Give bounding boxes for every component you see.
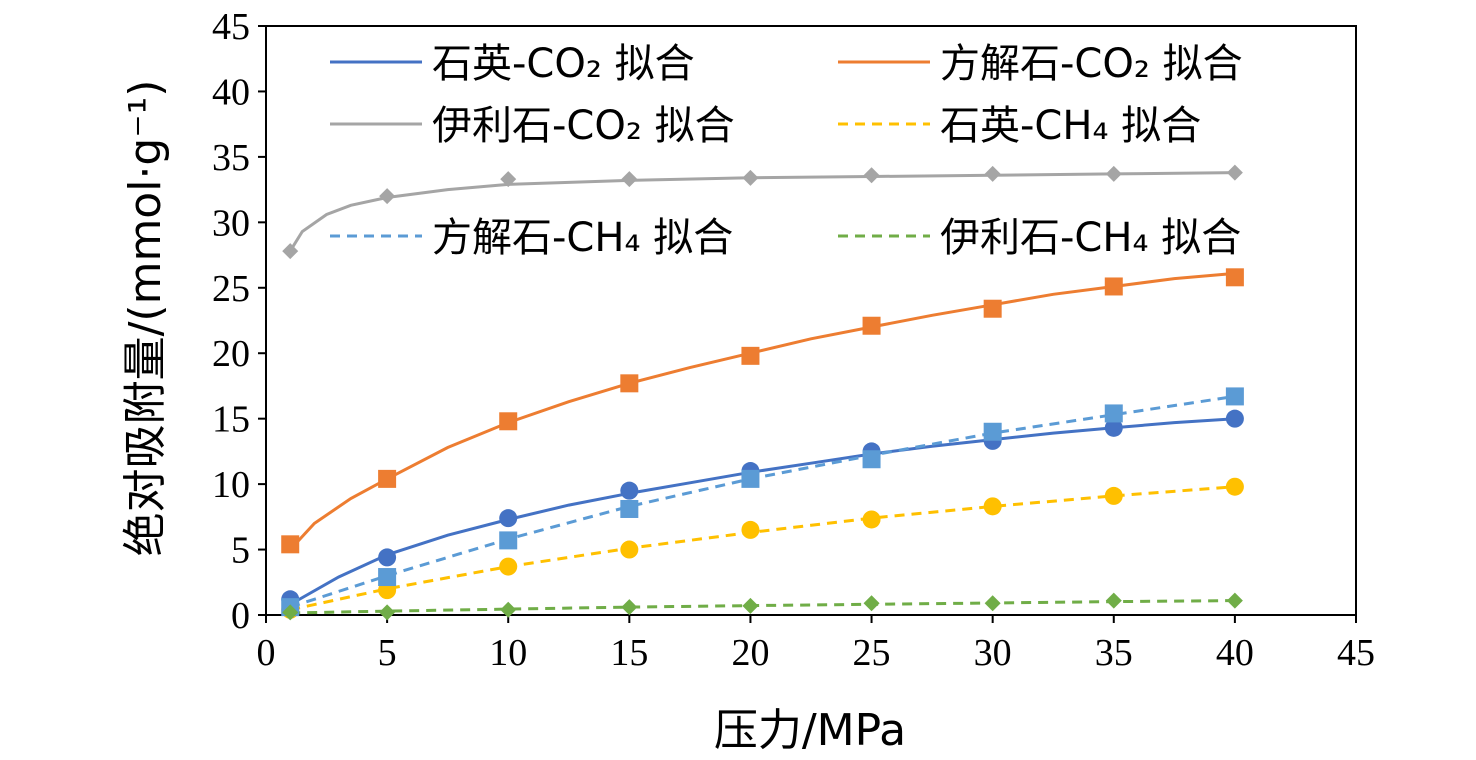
data-point-series-4 bbox=[620, 499, 639, 518]
data-point-series-0 bbox=[1225, 409, 1244, 428]
x-tick-label: 15 bbox=[610, 632, 648, 674]
data-point-series-0 bbox=[620, 481, 639, 500]
x-tick-label: 35 bbox=[1095, 632, 1133, 674]
data-point-series-1 bbox=[620, 374, 639, 393]
fit-line-series-0 bbox=[289, 417, 1235, 606]
x-tick-label: 5 bbox=[378, 632, 397, 674]
axes: 0 5 10 15 20 25 30 35 40 45 0 5 10 15 20 25 30 35 40 45 bbox=[212, 6, 1375, 674]
x-tick-label: 10 bbox=[489, 632, 527, 674]
data-point-series-4 bbox=[741, 469, 760, 488]
data-point-series-3 bbox=[741, 520, 760, 539]
data-point-series-0 bbox=[378, 548, 397, 567]
data-point-series-5 bbox=[379, 604, 396, 621]
legend-label-series-2: 伊利石-CO₂ 拟合 bbox=[432, 103, 735, 149]
data-point-series-4 bbox=[1104, 404, 1123, 423]
data-point-series-1 bbox=[1225, 268, 1244, 287]
data-markers bbox=[281, 164, 1244, 621]
x-tick-label: 20 bbox=[731, 632, 769, 674]
y-tick-label: 0 bbox=[231, 595, 250, 637]
data-point-series-5 bbox=[984, 595, 1001, 612]
x-tick-label: 40 bbox=[1216, 632, 1254, 674]
data-point-series-2 bbox=[863, 167, 880, 184]
data-point-series-1 bbox=[983, 299, 1002, 318]
y-tick-label: 10 bbox=[212, 464, 250, 506]
y-tick-label: 5 bbox=[231, 530, 250, 572]
data-point-series-4 bbox=[499, 531, 518, 550]
legend-label-series-0: 石英-CO₂ 拟合 bbox=[432, 41, 695, 87]
data-point-series-5 bbox=[863, 595, 880, 612]
data-point-series-5 bbox=[1105, 592, 1122, 609]
legend-label-series-5: 伊利石-CH₄ 拟合 bbox=[940, 215, 1241, 261]
data-point-series-4 bbox=[1225, 387, 1244, 406]
data-point-series-2 bbox=[282, 243, 299, 260]
x-tick-label: 45 bbox=[1337, 632, 1375, 674]
data-point-series-3 bbox=[983, 497, 1002, 516]
data-point-series-4 bbox=[862, 450, 881, 469]
data-point-series-1 bbox=[741, 346, 760, 365]
y-tick-label: 25 bbox=[212, 268, 250, 310]
data-point-series-1 bbox=[281, 535, 300, 554]
data-point-series-2 bbox=[1226, 164, 1243, 181]
data-point-series-1 bbox=[862, 316, 881, 335]
data-point-series-1 bbox=[1104, 277, 1123, 296]
plot-frame bbox=[265, 25, 1357, 616]
data-point-series-1 bbox=[378, 469, 397, 488]
legend-label-series-4: 方解石-CH₄ 拟合 bbox=[432, 215, 733, 261]
data-point-series-5 bbox=[742, 597, 759, 614]
x-tick-label: 30 bbox=[974, 632, 1012, 674]
data-point-series-2 bbox=[984, 165, 1001, 182]
fit-line-series-1 bbox=[289, 271, 1236, 551]
fit-line-series-5 bbox=[290, 599, 1235, 615]
x-tick-label: 0 bbox=[257, 632, 276, 674]
legend-label-series-3: 石英-CH₄ 拟合 bbox=[940, 103, 1201, 149]
data-point-series-2 bbox=[500, 171, 517, 188]
data-point-series-3 bbox=[620, 540, 639, 559]
data-point-series-0 bbox=[1104, 418, 1123, 437]
x-tick-label: 25 bbox=[853, 632, 891, 674]
y-tick-label: 15 bbox=[212, 399, 250, 441]
data-point-series-4 bbox=[378, 568, 397, 587]
data-point-series-5 bbox=[500, 601, 517, 618]
data-point-series-3 bbox=[862, 510, 881, 529]
fit-line-series-4 bbox=[289, 394, 1236, 609]
y-tick-label: 35 bbox=[212, 137, 250, 179]
data-point-series-2 bbox=[1105, 165, 1122, 182]
data-point-series-5 bbox=[621, 599, 638, 616]
fit-line-series-3 bbox=[289, 485, 1236, 612]
data-point-series-1 bbox=[499, 412, 518, 431]
y-tick-label: 40 bbox=[212, 71, 250, 113]
y-axis-title: 绝对吸附量/(mmol·g⁻¹) bbox=[120, 80, 171, 557]
x-axis-title: 压力/MPa bbox=[714, 705, 906, 756]
data-point-series-2 bbox=[742, 169, 759, 186]
y-tick-label: 30 bbox=[212, 202, 250, 244]
y-tick-label: 20 bbox=[212, 333, 250, 375]
data-point-series-2 bbox=[379, 188, 396, 205]
y-tick-label: 45 bbox=[212, 6, 250, 48]
data-point-series-5 bbox=[282, 604, 299, 621]
data-point-series-3 bbox=[1104, 486, 1123, 505]
data-point-series-3 bbox=[1225, 477, 1244, 496]
data-point-series-2 bbox=[621, 171, 638, 188]
data-point-series-5 bbox=[1226, 592, 1243, 609]
legend-label-series-1: 方解石-CO₂ 拟合 bbox=[940, 41, 1243, 87]
data-point-series-0 bbox=[499, 509, 518, 528]
data-point-series-4 bbox=[983, 422, 1002, 441]
data-point-series-3 bbox=[499, 557, 518, 576]
